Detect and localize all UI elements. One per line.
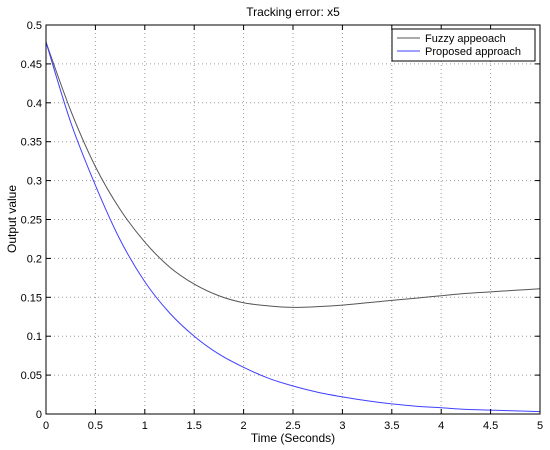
chart-title: Tracking error: x5	[246, 5, 340, 19]
y-tick-label: 0.4	[27, 98, 42, 110]
ticks: 0 0.5 1 1.5 2 2.5 3 3.5 4 4.5 5 0 0.05 0.1 0.15 0.2 0.25…	[21, 20, 543, 432]
series-group	[45, 41, 541, 413]
series-line-fuzzy	[45, 41, 541, 308]
legend-label-fuzzy: Fuzzy appeoach	[425, 33, 506, 45]
x-tick-label: 0	[43, 420, 49, 432]
x-axis-title: Time (Seconds)	[251, 431, 335, 445]
x-tick-label: 5	[537, 420, 543, 432]
x-tick-label: 4.5	[483, 420, 498, 432]
x-tick-label: 1.5	[187, 420, 202, 432]
grid	[46, 25, 540, 414]
legend: Fuzzy appeoach Proposed approach	[391, 28, 536, 62]
x-tick-label: 0.5	[88, 420, 103, 432]
y-tick-label: 0.3	[27, 176, 42, 188]
x-tick-label: 3	[339, 420, 345, 432]
x-tick-label: 2	[241, 420, 247, 432]
y-tick-label: 0.45	[21, 59, 42, 71]
y-tick-label: 0.2	[27, 253, 42, 265]
x-tick-label: 1	[142, 420, 148, 432]
y-tick-label: 0.35	[21, 137, 42, 149]
y-axis-title: Output value	[5, 185, 19, 253]
x-tick-label: 3.5	[384, 420, 399, 432]
legend-box	[391, 28, 536, 62]
y-tick-label: 0.5	[27, 20, 42, 32]
y-tick-label: 0.05	[21, 370, 42, 382]
y-tick-label: 0.15	[21, 292, 42, 304]
y-tick-label: 0.1	[27, 331, 42, 343]
x-tick-label: 4	[438, 420, 444, 432]
x-tick-label: 2.5	[285, 420, 300, 432]
legend-label-proposed: Proposed approach	[425, 46, 521, 58]
y-tick-label: 0	[36, 409, 42, 421]
series-line-proposed	[45, 41, 541, 413]
y-tick-label: 0.25	[21, 215, 42, 227]
